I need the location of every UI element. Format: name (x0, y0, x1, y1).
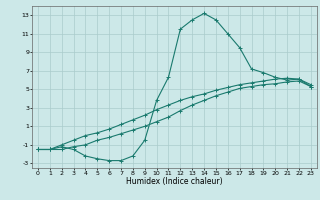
X-axis label: Humidex (Indice chaleur): Humidex (Indice chaleur) (126, 177, 223, 186)
